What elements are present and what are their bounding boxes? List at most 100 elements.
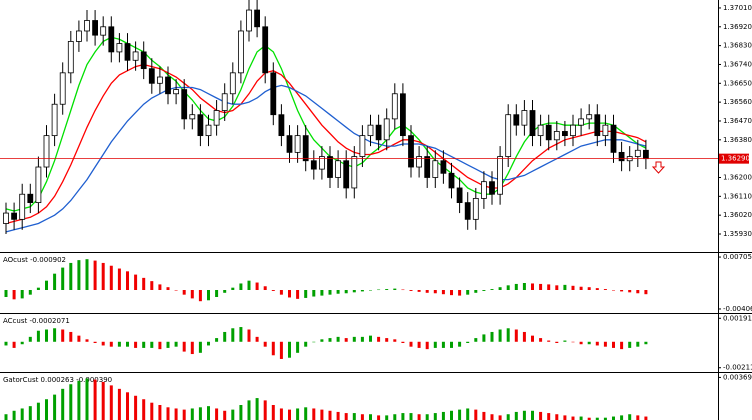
- y-tick-label: 1.36380: [723, 136, 752, 144]
- histogram-bar: [417, 341, 421, 348]
- histogram-bar: [482, 290, 486, 291]
- candle-body: [513, 114, 520, 126]
- candle-body: [537, 124, 544, 137]
- histogram-bar: [531, 410, 534, 420]
- histogram-bar: [142, 277, 146, 290]
- candle-body: [618, 151, 625, 162]
- histogram-bar: [644, 341, 648, 345]
- histogram-bar: [85, 259, 89, 290]
- histogram-bar: [77, 335, 81, 342]
- histogram-bar: [409, 413, 413, 420]
- histogram-bar: [166, 407, 170, 420]
- candle-body: [570, 124, 576, 137]
- y-tick-label: 1.36740: [723, 60, 752, 68]
- histogram-bar: [539, 283, 543, 290]
- histogram-bar: [328, 338, 332, 342]
- histogram-bar: [182, 290, 186, 295]
- histogram-bar: [215, 338, 219, 342]
- histogram-bar: [360, 336, 364, 342]
- histogram-bar: [166, 341, 170, 348]
- candle-body: [553, 131, 560, 141]
- candle-body: [19, 193, 26, 220]
- histogram-bar: [458, 290, 462, 296]
- candle-body: [448, 172, 455, 189]
- candle-body: [529, 110, 536, 137]
- histogram-bar: [207, 406, 210, 420]
- histogram-bar: [531, 283, 534, 290]
- histogram-bar: [239, 405, 243, 420]
- candle-body: [92, 20, 98, 36]
- histogram-bar: [304, 290, 308, 298]
- indicator-title: ACcust -0.0002071: [3, 317, 70, 325]
- candle-body: [59, 72, 66, 105]
- histogram-bar: [53, 273, 57, 290]
- histogram-bar: [61, 388, 65, 420]
- histogram-bar: [571, 341, 575, 343]
- candle-body: [51, 103, 58, 137]
- current-price-label: 1.36290: [721, 155, 750, 163]
- candle-body: [270, 72, 277, 116]
- histogram-bar: [369, 335, 372, 342]
- candle-body: [165, 76, 171, 95]
- histogram-bar: [304, 341, 308, 347]
- candle-body: [67, 41, 74, 74]
- histogram-bar: [223, 290, 227, 293]
- candle-body: [278, 114, 285, 137]
- histogram-bar: [563, 415, 567, 420]
- histogram-bar: [450, 341, 453, 348]
- histogram-bar: [53, 394, 57, 420]
- histogram-bar: [539, 338, 543, 342]
- histogram-bar: [101, 381, 105, 420]
- candle-body: [383, 118, 390, 141]
- candle-body: [221, 93, 228, 111]
- histogram-bar: [620, 341, 624, 350]
- candle-body: [302, 135, 309, 162]
- candle-body: [76, 30, 82, 42]
- histogram-bar: [579, 416, 583, 420]
- histogram-bar: [352, 413, 356, 420]
- histogram-bar: [198, 341, 202, 353]
- histogram-bar: [401, 413, 405, 420]
- histogram-bar: [369, 414, 372, 420]
- histogram-bar: [61, 267, 65, 290]
- candle-body: [84, 20, 90, 32]
- histogram-bar: [28, 290, 32, 295]
- histogram-bar: [93, 379, 97, 420]
- histogram-bar: [579, 286, 583, 290]
- histogram-bar: [166, 287, 170, 290]
- histogram-bar: [328, 290, 332, 295]
- candle-body: [254, 9, 261, 28]
- histogram-bar: [45, 399, 48, 420]
- candle-body: [43, 135, 50, 168]
- histogram-bar: [482, 334, 486, 342]
- histogram-bar: [288, 290, 291, 298]
- histogram-bar: [612, 341, 615, 348]
- histogram-bar: [126, 271, 129, 290]
- candle-body: [318, 156, 325, 170]
- histogram-bar: [466, 408, 470, 420]
- histogram-bar: [150, 281, 154, 290]
- histogram-bar: [174, 290, 178, 291]
- histogram-bar: [134, 274, 138, 290]
- histogram-bar: [385, 415, 389, 420]
- histogram-bar: [563, 340, 567, 342]
- y-tick-label: 0.003690: [723, 373, 752, 381]
- histogram-bar: [12, 341, 16, 348]
- histogram-bar: [385, 338, 389, 342]
- histogram-bar: [28, 336, 32, 342]
- candle-body: [205, 124, 212, 137]
- histogram-bar: [539, 411, 543, 420]
- histogram-bar: [377, 415, 381, 420]
- histogram-bar: [393, 339, 397, 342]
- histogram-bar: [263, 400, 267, 420]
- histogram-bar: [312, 408, 316, 420]
- histogram-bar: [393, 288, 397, 290]
- histogram-bar: [401, 341, 405, 343]
- candle-body: [3, 212, 9, 224]
- histogram-bar: [360, 290, 364, 292]
- candle-body: [11, 212, 18, 220]
- histogram-bar: [628, 414, 632, 420]
- histogram-bar: [531, 335, 534, 342]
- candle-body: [464, 202, 471, 220]
